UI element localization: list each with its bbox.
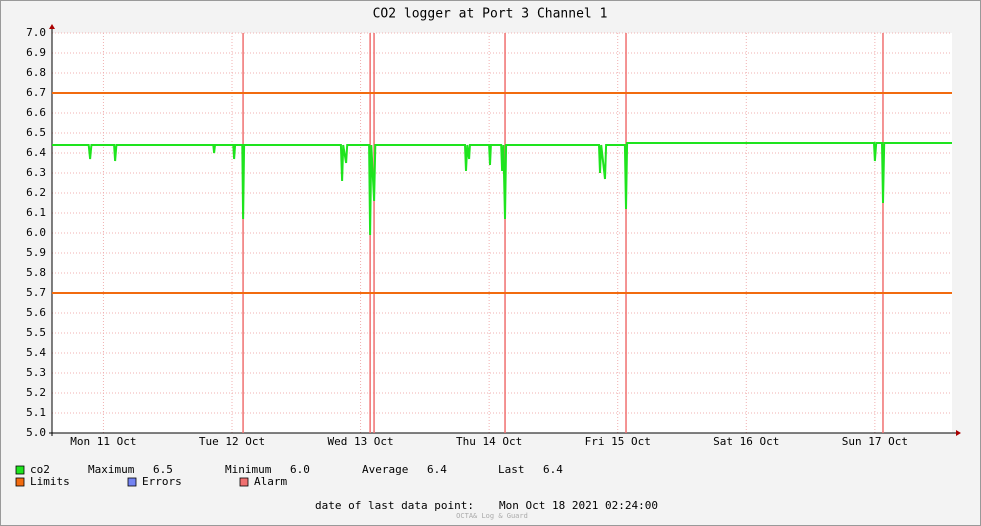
legend-label: Alarm <box>254 475 287 488</box>
legend-swatch <box>239 477 249 487</box>
y-tick-label: 6.6 <box>26 106 46 119</box>
x-tick-label: Sun 17 Oct <box>842 435 908 448</box>
y-tick-label: 6.7 <box>26 86 46 99</box>
y-tick-label: 5.4 <box>26 346 46 359</box>
x-tick-label: Tue 12 Oct <box>199 435 265 448</box>
stat-value: 6.5 <box>153 463 173 476</box>
y-tick-label: 6.3 <box>26 166 46 179</box>
y-tick-label: 5.7 <box>26 286 46 299</box>
y-tick-label: 5.6 <box>26 306 46 319</box>
y-tick-label: 6.4 <box>26 146 46 159</box>
stat-label: Last <box>498 463 525 476</box>
data-line <box>52 142 952 236</box>
y-tick-label: 6.8 <box>26 66 46 79</box>
y-tick-label: 7.0 <box>26 26 46 39</box>
y-tick-label: 6.9 <box>26 46 46 59</box>
stat-value: 6.0 <box>290 463 310 476</box>
y-axis-arrow <box>49 24 55 29</box>
x-tick-label: Sat 16 Oct <box>713 435 779 448</box>
x-tick-label: Mon 11 Oct <box>70 435 136 448</box>
legend-swatch <box>127 477 137 487</box>
footer-label: date of last data point: <box>315 499 474 512</box>
legend-swatch <box>15 465 25 475</box>
watermark: OCTA& Log & Guard <box>456 512 528 520</box>
stat-value: 6.4 <box>543 463 563 476</box>
y-tick-label: 5.3 <box>26 366 46 379</box>
x-tick-label: Fri 15 Oct <box>585 435 651 448</box>
stat-label: Minimum <box>225 463 272 476</box>
footer-value: Mon Oct 18 2021 02:24:00 <box>499 499 658 512</box>
legend-label: Limits <box>30 475 70 488</box>
y-tick-label: 5.8 <box>26 266 46 279</box>
y-tick-label: 5.0 <box>26 426 46 439</box>
y-tick-label: 5.5 <box>26 326 46 339</box>
y-tick-label: 6.2 <box>26 186 46 199</box>
legend-label: Errors <box>142 475 182 488</box>
y-tick-label: 5.2 <box>26 386 46 399</box>
stat-value: 6.4 <box>427 463 447 476</box>
y-tick-label: 6.5 <box>26 126 46 139</box>
y-tick-label: 6.1 <box>26 206 46 219</box>
x-tick-label: Wed 13 Oct <box>327 435 393 448</box>
y-tick-label: 5.1 <box>26 406 46 419</box>
legend-label: co2 <box>30 463 50 476</box>
legend-swatch <box>15 477 25 487</box>
x-tick-label: Thu 14 Oct <box>456 435 522 448</box>
y-tick-label: 6.0 <box>26 226 46 239</box>
x-axis-arrow <box>956 430 961 436</box>
stat-label: Maximum <box>88 463 135 476</box>
stat-label: Average <box>362 463 408 476</box>
chart-title: CO2 logger at Port 3 Channel 1 <box>373 7 608 22</box>
y-tick-label: 5.9 <box>26 246 46 259</box>
